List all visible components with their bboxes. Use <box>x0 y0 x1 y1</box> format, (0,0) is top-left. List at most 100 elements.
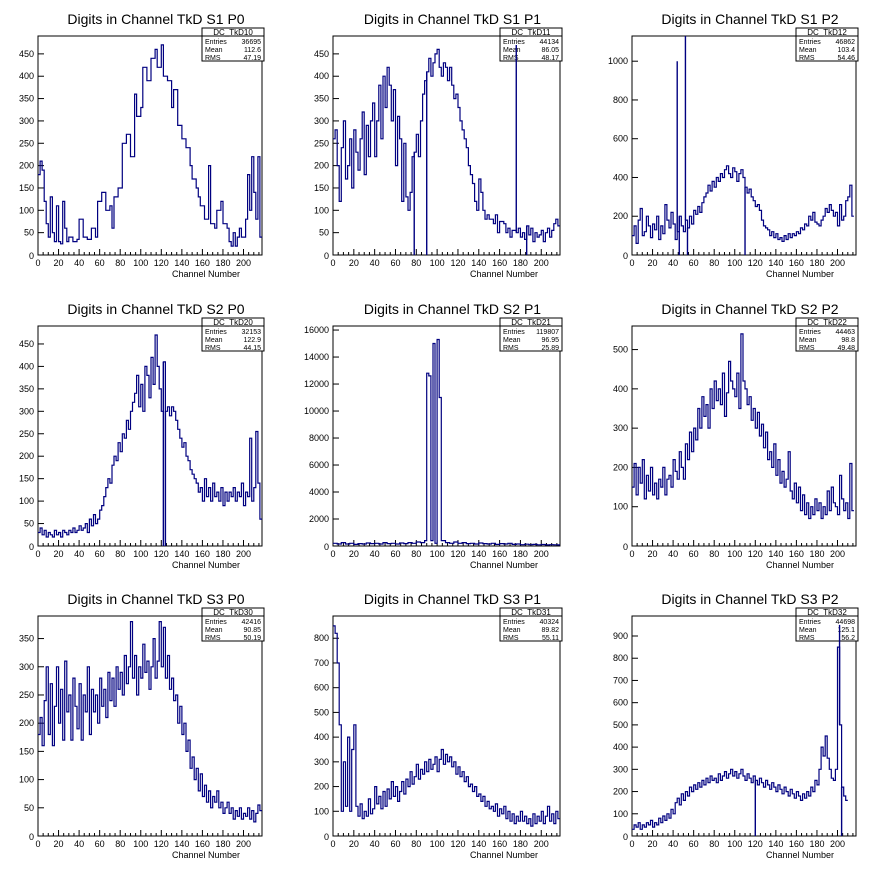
x-tick-label: 120 <box>154 549 169 559</box>
y-tick-label: 150 <box>19 746 34 756</box>
x-tick-label: 180 <box>513 839 528 849</box>
stats-mean-label: Mean <box>799 337 817 344</box>
stats-entries-label: Entries <box>799 39 821 46</box>
stats-mean-label: Mean <box>205 47 223 54</box>
plot-frame <box>332 35 561 256</box>
y-tick-label: 50 <box>24 519 34 529</box>
x-axis-label: Channel Number <box>470 560 538 570</box>
x-tick-label: 40 <box>668 839 678 849</box>
y-tick-label: 200 <box>314 782 329 792</box>
stats-mean-value: 90.85 <box>243 627 261 634</box>
x-tick-label: 160 <box>789 258 804 268</box>
x-tick-label: 200 <box>534 839 549 849</box>
y-tick-label: 300 <box>19 406 34 416</box>
x-tick-label: 20 <box>349 258 359 268</box>
stats-box <box>795 27 859 62</box>
y-tick-label: 8000 <box>309 433 329 443</box>
x-tick-label: 0 <box>35 839 40 849</box>
stats-box <box>499 607 563 642</box>
x-tick-label: 160 <box>195 549 210 559</box>
x-tick-label: 200 <box>534 258 549 268</box>
y-tick-label-origin: 0 <box>324 542 329 552</box>
y-tick-label-origin: 0 <box>29 542 34 552</box>
y-tick-label: 200 <box>314 161 329 171</box>
x-tick-label: 200 <box>830 258 845 268</box>
x-tick-label: 180 <box>215 839 230 849</box>
y-tick-label: 350 <box>19 94 34 104</box>
stats-entries-value: 119807 <box>536 329 559 336</box>
y-tick-label: 150 <box>19 474 34 484</box>
stats-mean-value: 98.8 <box>841 337 855 344</box>
x-axis-label: Channel Number <box>766 850 834 860</box>
y-tick-label: 100 <box>613 502 628 512</box>
x-tick-label: 140 <box>768 549 783 559</box>
stats-entries-label: Entries <box>205 39 227 46</box>
x-tick-label: 160 <box>789 839 804 849</box>
x-tick-label: 200 <box>830 549 845 559</box>
x-tick-label: 40 <box>370 549 380 559</box>
plot-frame <box>631 325 857 547</box>
y-tick-label: 50 <box>319 228 329 238</box>
x-axis-label: Channel Number <box>172 850 240 860</box>
y-tick-label: 2000 <box>309 514 329 524</box>
stats-entries-label: Entries <box>503 329 525 336</box>
histogram-series <box>632 646 848 830</box>
stats-histogram-name: DC_TkD30 <box>213 608 253 617</box>
x-tick-label: 180 <box>809 839 824 849</box>
y-tick-label: 200 <box>613 787 628 797</box>
x-tick-label: 40 <box>370 258 380 268</box>
x-axis-label: Channel Number <box>766 560 834 570</box>
x-tick-label: 120 <box>450 258 465 268</box>
y-tick-label: 500 <box>613 720 628 730</box>
x-tick-label: 160 <box>492 839 507 849</box>
x-tick-label: 0 <box>330 549 335 559</box>
x-tick-label: 140 <box>471 549 486 559</box>
x-axis-label: Channel Number <box>470 850 538 860</box>
y-tick-label: 4000 <box>309 487 329 497</box>
x-tick-label: 180 <box>809 549 824 559</box>
y-tick-label: 450 <box>19 339 34 349</box>
x-tick-label: 80 <box>115 258 125 268</box>
stats-entries-label: Entries <box>799 619 821 626</box>
x-tick-label: 120 <box>748 839 763 849</box>
y-tick-label: 800 <box>613 95 628 105</box>
stats-histogram-name: DC_TkD10 <box>213 28 253 37</box>
stats-box <box>795 317 859 352</box>
y-tick-label: 400 <box>314 71 329 81</box>
stats-rms-label: RMS <box>503 635 519 642</box>
x-tick-label: 60 <box>95 258 105 268</box>
stats-rms-value: 56.2 <box>841 635 855 642</box>
histogram-series <box>38 44 262 247</box>
y-tick-label: 200 <box>613 211 628 221</box>
x-tick-label: 20 <box>349 839 359 849</box>
y-tick-label: 250 <box>19 138 34 148</box>
y-tick-label: 6000 <box>309 460 329 470</box>
x-tick-label: 60 <box>689 258 699 268</box>
x-tick-label: 20 <box>648 549 658 559</box>
stats-mean-label: Mean <box>799 627 817 634</box>
y-tick-label: 12000 <box>304 379 329 389</box>
x-tick-label: 100 <box>727 549 742 559</box>
x-tick-label: 40 <box>668 549 678 559</box>
y-tick-label: 100 <box>19 205 34 215</box>
x-tick-label: 160 <box>195 258 210 268</box>
y-tick-label: 600 <box>613 698 628 708</box>
y-tick-label: 400 <box>613 172 628 182</box>
panel-title: Digits in Channel TkD S2 P2 <box>661 301 838 317</box>
x-tick-label: 40 <box>370 839 380 849</box>
y-tick-label: 400 <box>19 71 34 81</box>
y-tick-label: 450 <box>19 49 34 59</box>
y-tick-label-origin: 0 <box>29 251 34 261</box>
y-tick-label: 250 <box>19 429 34 439</box>
x-tick-label: 40 <box>74 839 84 849</box>
stats-entries-label: Entries <box>503 39 525 46</box>
x-tick-label: 20 <box>54 258 64 268</box>
y-tick-label: 50 <box>24 228 34 238</box>
stats-box <box>795 607 859 642</box>
x-tick-label: 80 <box>411 549 421 559</box>
x-tick-label: 160 <box>789 549 804 559</box>
x-tick-label: 180 <box>513 549 528 559</box>
y-tick-label: 600 <box>314 683 329 693</box>
histogram-series <box>333 338 560 546</box>
